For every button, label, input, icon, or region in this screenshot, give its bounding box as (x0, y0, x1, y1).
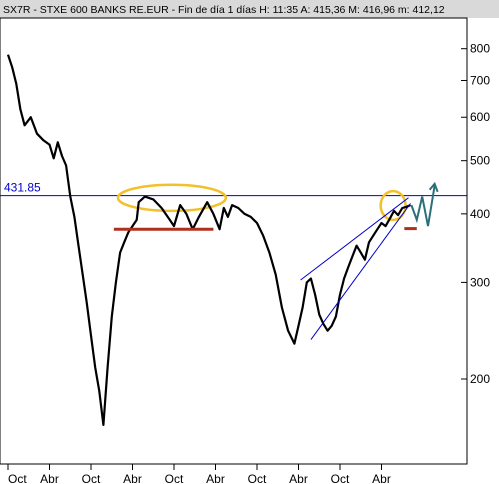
price-series (6, 54, 411, 426)
chart-title: SX7R - STXE 600 BANKS RE.EUR - Fin de dí… (3, 4, 445, 16)
x-tick-label: Oct (248, 472, 267, 484)
chart-header: SX7R - STXE 600 BANKS RE.EUR - Fin de dí… (0, 0, 499, 18)
x-tick-label: Oct (165, 472, 184, 484)
y-tick-label: 200 (470, 372, 490, 386)
y-tick-label: 300 (470, 275, 490, 289)
reference-line-label: 431.85 (4, 181, 41, 195)
y-tick-label: 700 (470, 74, 490, 88)
x-tick-label: Oct (8, 472, 27, 484)
y-tick-label: 600 (470, 110, 490, 124)
trend-line-1 (300, 197, 409, 281)
y-tick-label: 800 (470, 42, 490, 56)
annotations-front (113, 181, 439, 340)
x-tick-label: Abr (40, 472, 59, 484)
x-axis: Oct Abr Oct Abr Oct Abr Oct Abr Oct Abr (7, 464, 391, 484)
x-tick-label: Oct (82, 472, 101, 484)
x-tick-label: Oct (331, 472, 350, 484)
x-tick-label: Abr (289, 472, 308, 484)
annotations-back: 431.85 (0, 181, 467, 222)
header-bar (0, 0, 499, 18)
y-tick-label: 500 (470, 154, 490, 168)
highlight-ellipse-1 (116, 183, 228, 213)
y-tick-label: 400 (470, 207, 490, 221)
trend-line-2 (310, 203, 411, 340)
projection-arrow-head (428, 181, 439, 193)
y-axis: 200 300 400 500 600 700 800 (461, 42, 490, 386)
x-tick-label: Abr (372, 472, 391, 484)
plot-area (0, 17, 468, 465)
x-tick-label: Abr (123, 472, 142, 484)
x-tick-label: Abr (206, 472, 225, 484)
highlight-ellipse-2 (379, 189, 407, 222)
price-line (6, 54, 411, 426)
projection-zigzag (410, 185, 436, 227)
